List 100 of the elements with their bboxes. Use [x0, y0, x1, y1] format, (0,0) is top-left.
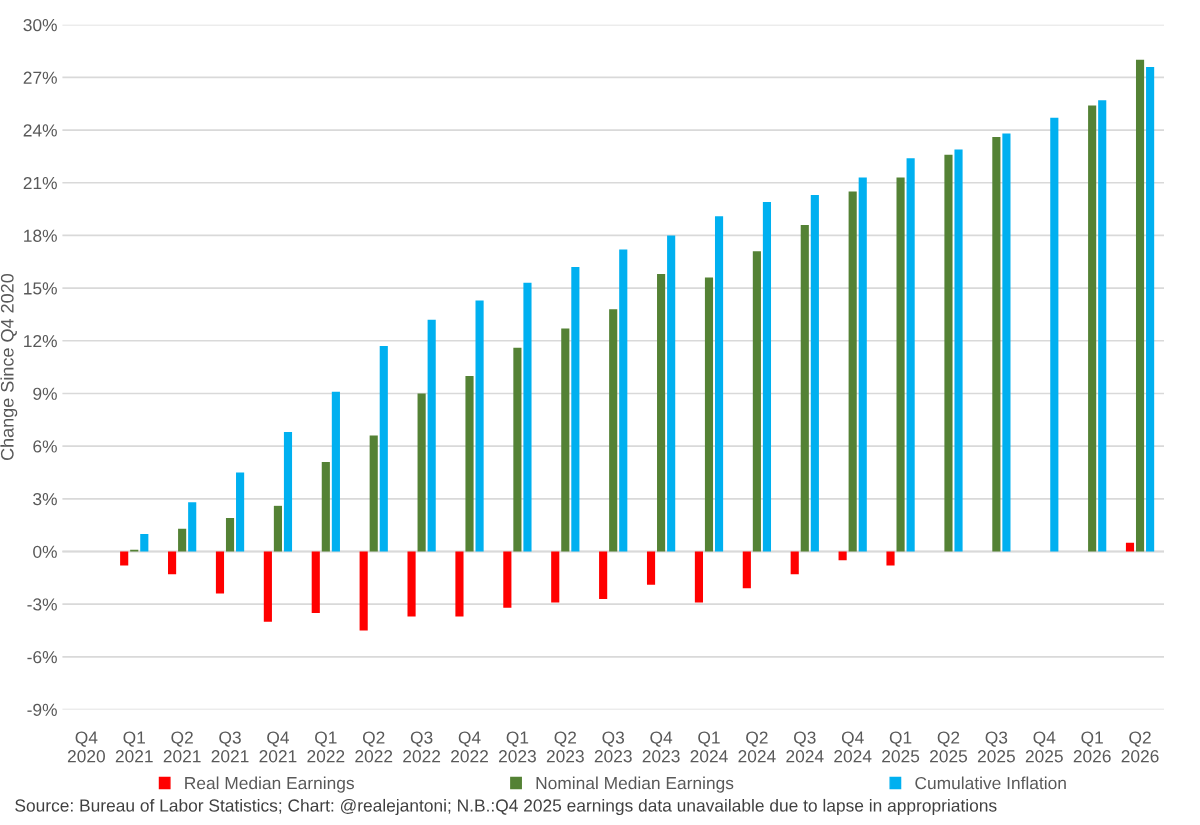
y-tick-label: 15% — [24, 282, 57, 295]
bar — [225, 518, 235, 552]
x-tick-label: Q2 2024 — [738, 731, 776, 763]
y-tick-label: 27% — [23, 71, 57, 84]
bar — [188, 502, 197, 552]
legend-label: Nominal Median Earnings — [536, 776, 734, 793]
bar — [762, 202, 772, 552]
bar — [455, 551, 464, 617]
bar — [215, 551, 225, 594]
bar — [657, 274, 666, 552]
bar — [369, 435, 378, 552]
x-tick-label: Q4 2022 — [451, 731, 488, 763]
y-tick-label: 6% — [33, 440, 57, 453]
x-tick-label: Q2 2025 — [930, 731, 968, 763]
bar — [599, 551, 608, 599]
y-tick-label: 0% — [33, 545, 57, 558]
bar — [311, 551, 320, 613]
bar — [1135, 59, 1145, 552]
y-tick-label: -3% — [27, 598, 57, 611]
bar — [475, 300, 484, 552]
bar — [886, 551, 895, 566]
bar — [321, 461, 330, 552]
bar — [427, 319, 436, 552]
bar — [168, 551, 177, 575]
y-tick-label: 21% — [23, 176, 57, 190]
bar — [263, 551, 272, 622]
y-tick-label: 24% — [23, 124, 57, 137]
source-note: Source: Bureau of Labor Statistics; Chart: @realejantoni; N.B.:Q4 2025 earnings data unavailable due to lapse in appropriations — [15, 798, 997, 816]
bar — [1050, 117, 1059, 552]
bar — [1146, 66, 1155, 552]
y-tick-label: -9% — [27, 703, 57, 716]
bar — [359, 551, 368, 631]
bar — [992, 137, 1001, 552]
y-tick-label: 9% — [33, 387, 57, 400]
x-tick-label: Q3 2023 — [594, 731, 632, 763]
bar — [800, 224, 809, 552]
bar — [407, 551, 416, 617]
x-tick-label: Q4 2021 — [259, 731, 297, 763]
x-tick-label: Q1 2021 — [115, 731, 153, 763]
bar — [571, 267, 580, 552]
bar — [609, 309, 618, 552]
bar — [810, 195, 819, 552]
bar — [954, 149, 963, 552]
bar — [1125, 542, 1135, 552]
bar — [1002, 133, 1011, 552]
bar — [417, 393, 426, 552]
bar — [331, 391, 340, 552]
bar — [140, 533, 149, 552]
bar — [838, 551, 847, 561]
x-tick-label: Q2 2021 — [163, 731, 201, 763]
x-tick-label: Q2 2026 — [1121, 731, 1159, 763]
x-tick-label: Q2 2022 — [355, 731, 393, 763]
y-tick-label: 30% — [23, 18, 57, 32]
y-tick-label: 12% — [24, 334, 57, 348]
bar — [1088, 105, 1097, 552]
y-tick-label: -6% — [27, 650, 57, 664]
x-tick-label: Q3 2024 — [786, 731, 824, 763]
bar — [714, 216, 724, 552]
bar — [236, 472, 245, 552]
bar — [465, 375, 474, 552]
bar — [619, 249, 628, 552]
bar — [896, 177, 905, 552]
bar — [858, 177, 867, 552]
bar — [120, 551, 129, 566]
legend-label: Cumulative Inflation — [915, 776, 1066, 790]
bar — [1098, 100, 1107, 552]
bar — [379, 346, 388, 552]
x-tick-label: Q3 2025 — [977, 731, 1015, 763]
legend-label: Real Median Earnings — [185, 776, 354, 793]
x-tick-label: Q1 2022 — [307, 731, 345, 763]
bar — [742, 551, 751, 589]
bar — [667, 235, 676, 552]
x-tick-label: Q4 2020 — [67, 731, 105, 763]
bar — [752, 251, 761, 552]
x-tick-label: Q1 2024 — [690, 731, 728, 763]
bar — [503, 551, 512, 608]
x-tick-label: Q1 2023 — [498, 731, 536, 763]
bar — [906, 158, 915, 552]
x-tick-label: Q1 2026 — [1073, 731, 1111, 763]
bar — [273, 505, 282, 552]
bar — [561, 328, 570, 552]
x-tick-label: Q4 2025 — [1025, 731, 1063, 763]
bar — [551, 551, 560, 603]
bar — [848, 191, 857, 552]
bar — [283, 432, 293, 552]
bar — [704, 277, 714, 552]
x-tick-label: Q1 2025 — [882, 731, 920, 763]
bar — [513, 347, 522, 552]
x-tick-label: Q3 2022 — [403, 731, 441, 763]
x-tick-label: Q4 2024 — [834, 731, 872, 763]
x-tick-label: Q4 2023 — [642, 731, 680, 763]
y-tick-label: 3% — [33, 492, 57, 506]
bar — [523, 282, 532, 552]
bar — [694, 551, 703, 603]
x-tick-label: Q2 2023 — [546, 731, 584, 763]
y-tick-label: 18% — [24, 229, 57, 242]
bar — [178, 528, 187, 552]
bar — [646, 551, 656, 585]
x-tick-label: Q3 2021 — [211, 731, 249, 763]
bar — [790, 551, 799, 575]
